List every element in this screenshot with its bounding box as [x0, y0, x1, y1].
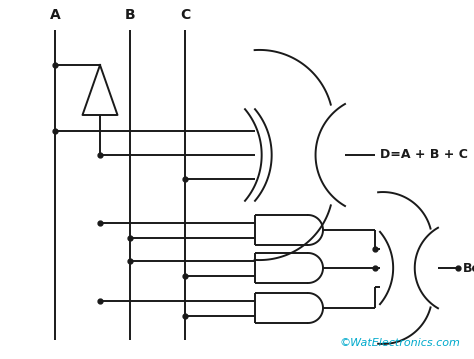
Text: ©WatElectronics.com: ©WatElectronics.com — [339, 338, 460, 348]
Text: Borrow: Borrow — [463, 261, 474, 275]
Text: C: C — [180, 8, 190, 22]
Text: A: A — [50, 8, 60, 22]
Text: D=A + B + C: D=A + B + C — [380, 149, 468, 162]
Text: B: B — [125, 8, 135, 22]
